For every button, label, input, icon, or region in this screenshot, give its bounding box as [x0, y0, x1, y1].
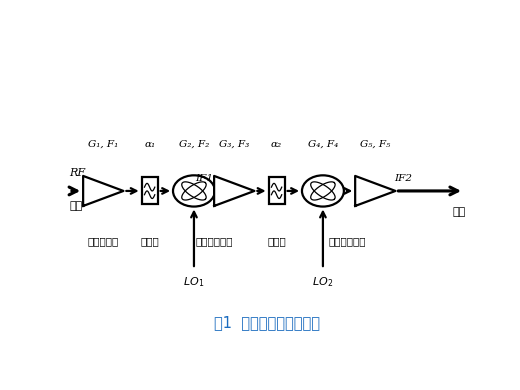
Text: 射频放大器: 射频放大器 — [88, 236, 119, 246]
Text: LO$_2$: LO$_2$ — [313, 275, 333, 289]
Text: IF1: IF1 — [195, 174, 213, 183]
FancyBboxPatch shape — [141, 177, 158, 204]
Text: G₃, F₃: G₃, F₃ — [219, 140, 250, 149]
Text: 图1  二次变频接收机框图: 图1 二次变频接收机框图 — [214, 316, 319, 331]
Text: 输出: 输出 — [453, 207, 466, 217]
Polygon shape — [83, 176, 123, 206]
Text: α₂: α₂ — [271, 140, 282, 149]
FancyBboxPatch shape — [268, 177, 284, 204]
Text: α₁: α₁ — [144, 140, 155, 149]
Polygon shape — [214, 176, 254, 206]
Text: 二中频放大器: 二中频放大器 — [328, 236, 366, 246]
Circle shape — [302, 176, 344, 207]
Text: LO$_1$: LO$_1$ — [184, 275, 204, 289]
Circle shape — [173, 176, 215, 207]
Polygon shape — [355, 176, 396, 206]
Text: 输入: 输入 — [69, 201, 82, 211]
Text: G₂, F₂: G₂, F₂ — [179, 140, 209, 149]
Text: RF: RF — [69, 168, 85, 178]
Text: G₅, F₅: G₅, F₅ — [360, 140, 391, 149]
Text: IF2: IF2 — [394, 174, 412, 183]
Text: 滤波器: 滤波器 — [140, 236, 159, 246]
Text: G₄, F₄: G₄, F₄ — [308, 140, 338, 149]
Text: 滤波器: 滤波器 — [267, 236, 286, 246]
Text: 一中频放大器: 一中频放大器 — [196, 236, 233, 246]
Text: G₁, F₁: G₁, F₁ — [88, 140, 119, 149]
